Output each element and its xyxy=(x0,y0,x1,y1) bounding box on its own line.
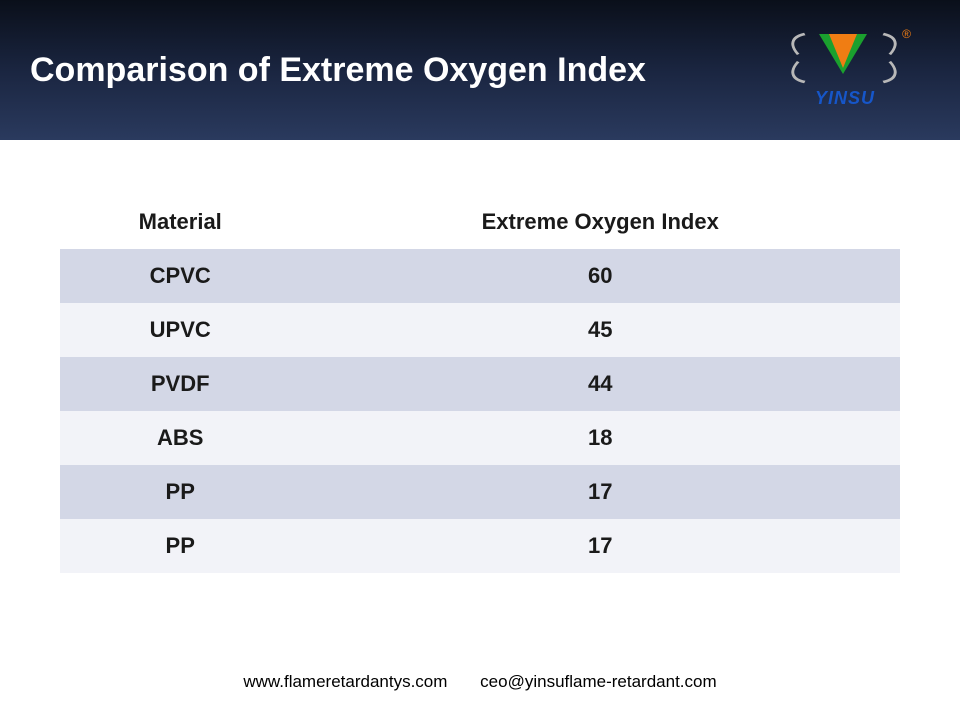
table-row: CPVC60 xyxy=(60,249,900,303)
table-row: PP17 xyxy=(60,519,900,573)
cell-index: 17 xyxy=(300,519,900,573)
table-row: PP17 xyxy=(60,465,900,519)
cell-index: 60 xyxy=(300,249,900,303)
slide-header: Comparison of Extreme Oxygen Index ® YIN… xyxy=(0,0,960,140)
col-header-material: Material xyxy=(60,195,300,249)
cell-index: 45 xyxy=(300,303,900,357)
cell-material: ABS xyxy=(60,411,300,465)
oxygen-index-table: Material Extreme Oxygen Index CPVC60UPVC… xyxy=(60,195,900,573)
cell-index: 44 xyxy=(300,357,900,411)
registered-mark: ® xyxy=(902,27,911,41)
logo-v-orange-icon xyxy=(829,34,857,68)
slide-title: Comparison of Extreme Oxygen Index xyxy=(30,49,646,92)
cell-index: 18 xyxy=(300,411,900,465)
cell-material: UPVC xyxy=(60,303,300,357)
cell-material: PP xyxy=(60,465,300,519)
footer-email: ceo@yinsuflame-retardant.com xyxy=(480,672,716,691)
cell-material: PP xyxy=(60,519,300,573)
cell-material: PVDF xyxy=(60,357,300,411)
table-header-row: Material Extreme Oxygen Index xyxy=(60,195,900,249)
col-header-index: Extreme Oxygen Index xyxy=(300,195,900,249)
cell-index: 17 xyxy=(300,465,900,519)
logo-text: YINSU xyxy=(815,88,875,109)
table-row: PVDF44 xyxy=(60,357,900,411)
slide-footer: www.flameretardantys.com ceo@yinsuflame-… xyxy=(0,672,960,692)
company-logo: ® YINSU xyxy=(770,25,920,115)
cell-material: CPVC xyxy=(60,249,300,303)
slide-content: YINSU Material Extreme Oxygen Index CPVC… xyxy=(0,140,960,573)
logo-mark: ® xyxy=(785,31,905,86)
table-row: UPVC45 xyxy=(60,303,900,357)
table-row: ABS18 xyxy=(60,411,900,465)
footer-website: www.flameretardantys.com xyxy=(243,672,447,691)
